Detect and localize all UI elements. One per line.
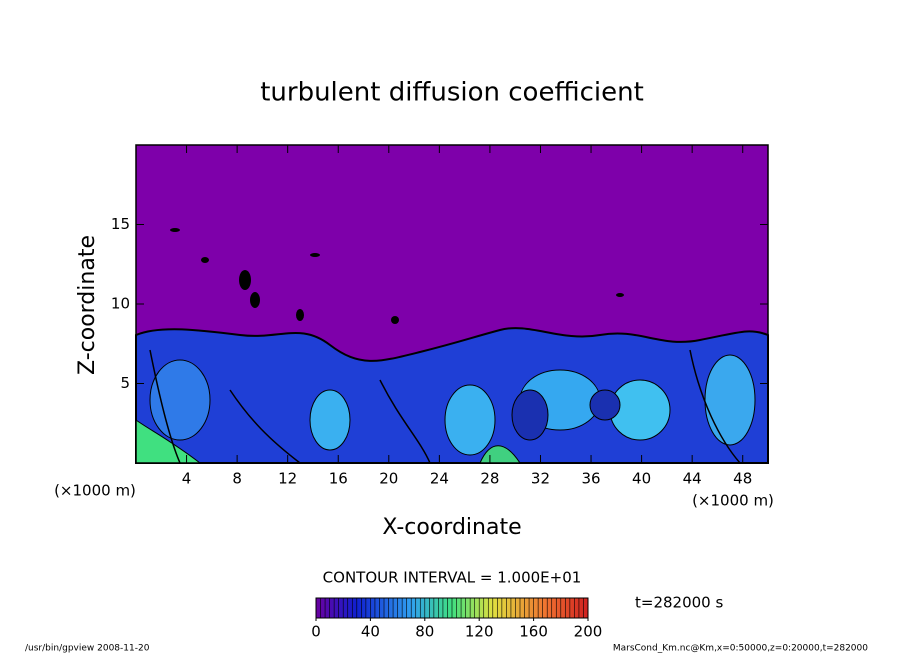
footer-right: MarsCond_Km.nc@Km,x=0:50000,z=0:20000,t=… <box>613 644 868 654</box>
colorbar-tick-label: 0 <box>311 623 321 641</box>
x-tick-label: 28 <box>480 470 499 488</box>
footer-left: /usr/bin/gpview 2008-11-20 <box>25 644 150 654</box>
y-tick-label: 10 <box>111 295 130 313</box>
x-tick-label: 44 <box>683 470 702 488</box>
colorbar-tick-label: 80 <box>415 623 434 641</box>
x-tick-label: 8 <box>232 470 242 488</box>
colorbar-tick-label: 120 <box>465 623 494 641</box>
x-tick-label: 32 <box>531 470 550 488</box>
colorbar-tick-label: 160 <box>519 623 548 641</box>
y-unit: (×1000 m) <box>54 482 136 500</box>
chart-title: turbulent diffusion coefficient <box>260 78 644 108</box>
colorbar-tick-label: 40 <box>361 623 380 641</box>
x-tick-label: 36 <box>581 470 600 488</box>
y-axis-label: Z-coordinate <box>75 235 100 375</box>
x-tick-label: 12 <box>278 470 297 488</box>
x-tick-label: 48 <box>733 470 752 488</box>
colorbar-tick-label: 200 <box>574 623 603 641</box>
y-tick-label: 15 <box>111 215 130 233</box>
time-label: t=282000 s <box>635 594 723 612</box>
x-tick-label: 20 <box>379 470 398 488</box>
contour-interval: CONTOUR INTERVAL = 1.000E+01 <box>323 569 582 587</box>
field <box>135 145 769 464</box>
x-tick-label: 16 <box>329 470 348 488</box>
x-tick-label: 24 <box>430 470 449 488</box>
x-axis-label: X-coordinate <box>382 515 521 540</box>
x-unit: (×1000 m) <box>692 492 774 510</box>
y-tick-label: 5 <box>120 374 130 392</box>
x-tick-label: 40 <box>632 470 651 488</box>
x-tick-label: 4 <box>182 470 192 488</box>
colorbar: 0 40 80 120 160 200 <box>311 597 603 641</box>
